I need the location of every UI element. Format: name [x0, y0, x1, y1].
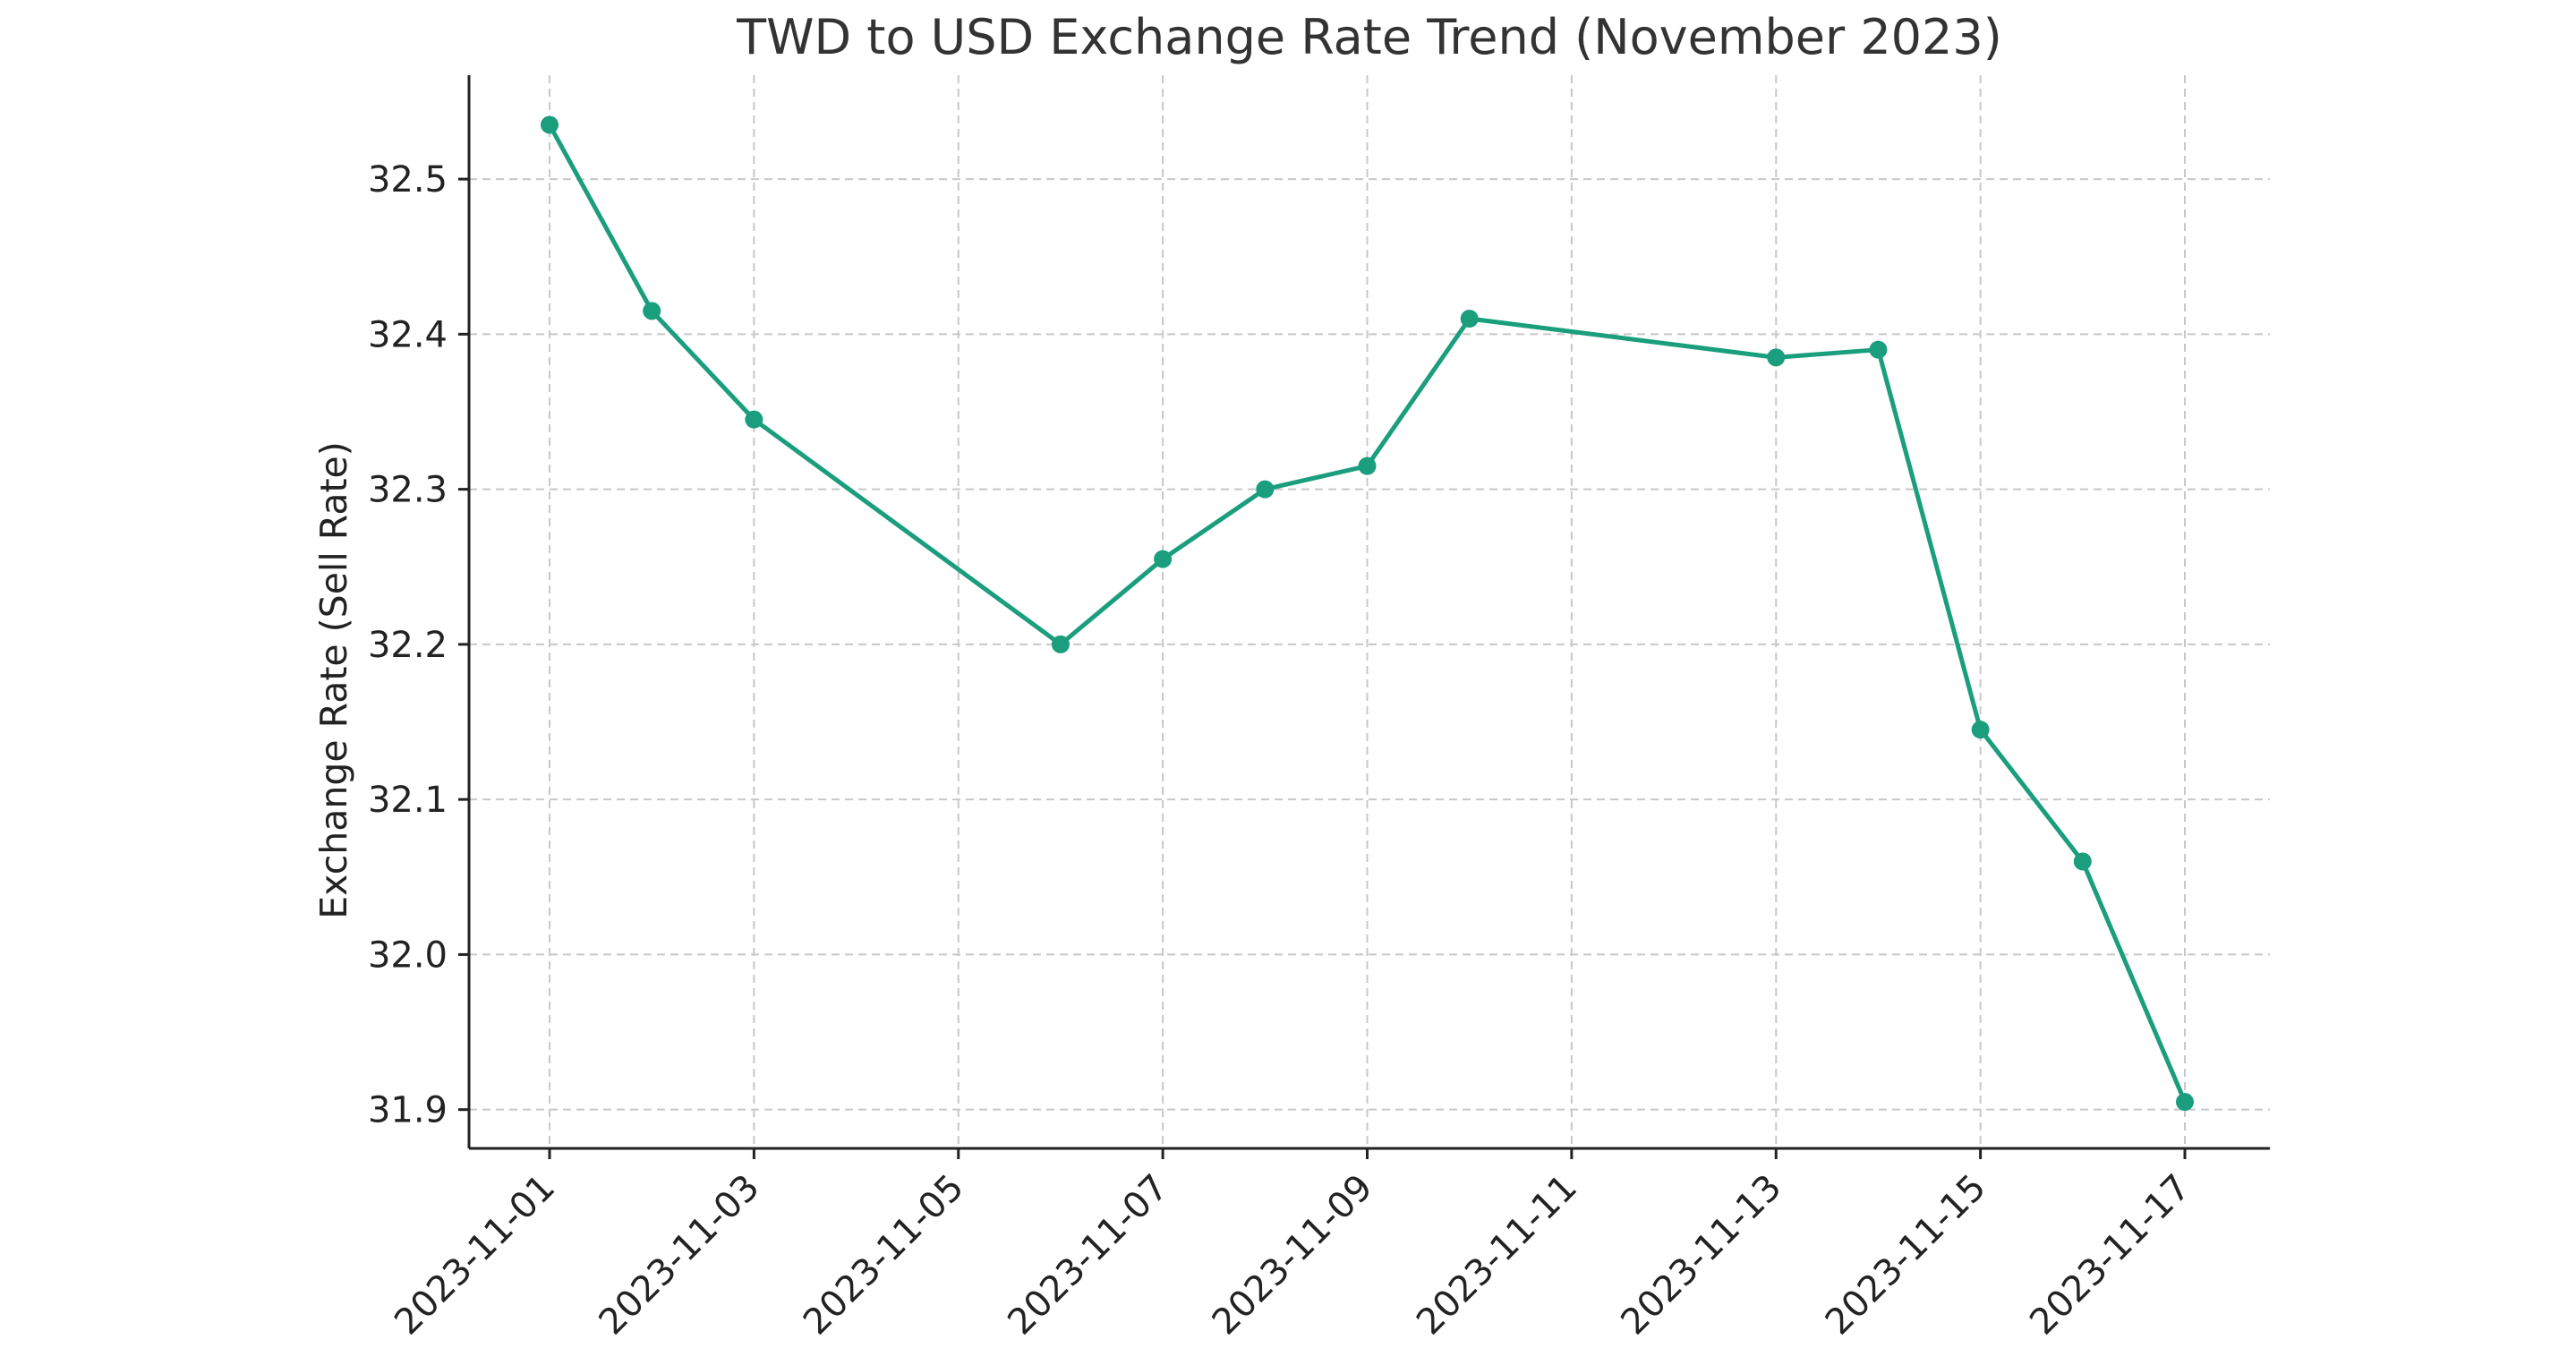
data-point: [643, 302, 661, 320]
y-tick-label: 32.1: [368, 780, 448, 821]
series: [541, 115, 2194, 1112]
data-point: [1358, 456, 1377, 475]
y-tick-label: 32.5: [368, 159, 448, 200]
y-tick-label: 32.3: [368, 470, 448, 511]
chart-title: TWD to USD Exchange Rate Trend (November…: [736, 9, 2002, 65]
grid: [469, 75, 2270, 1148]
data-point: [1154, 550, 1173, 568]
data-point: [1256, 480, 1275, 499]
data-point: [1971, 721, 1990, 739]
y-axis-label: Exchange Rate (Sell Rate): [312, 441, 355, 918]
data-point: [1767, 348, 1786, 367]
data-point: [2073, 852, 2092, 871]
data-point: [1869, 340, 1888, 359]
y-tick-label: 32.4: [368, 314, 448, 355]
y-tick-label: 32.2: [368, 625, 448, 666]
y-tick-label: 31.9: [368, 1090, 448, 1131]
data-point: [2176, 1093, 2194, 1112]
data-point: [745, 410, 763, 429]
axes: [467, 75, 2270, 1150]
data-point: [541, 115, 559, 134]
data-point: [1051, 635, 1070, 653]
y-tick-label: 32.0: [368, 934, 448, 976]
data-point: [1460, 310, 1479, 328]
